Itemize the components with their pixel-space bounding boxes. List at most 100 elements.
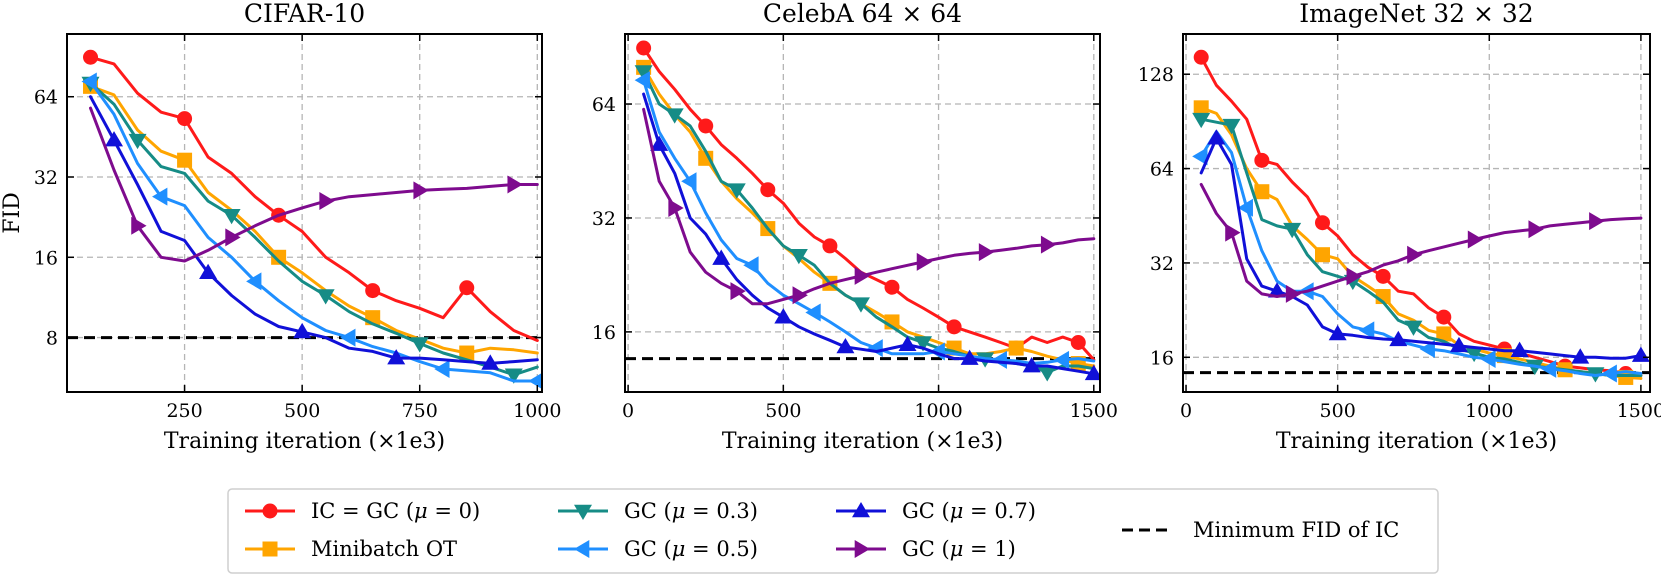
- data-point-g05: [528, 372, 542, 390]
- x-tick-label: 1000: [1465, 400, 1513, 422]
- data-point-ot: [1436, 326, 1452, 342]
- data-point-g1: [1040, 235, 1057, 254]
- data-point-g1: [1225, 223, 1241, 242]
- xlabel-suffix: 1e3): [396, 429, 446, 454]
- data-point-g03: [1465, 346, 1484, 363]
- data-point-g1: [1346, 267, 1362, 286]
- data-point-ot: [1314, 247, 1330, 263]
- series-group: [81, 49, 542, 390]
- data-point-g07: [650, 135, 669, 151]
- data-point-g1: [668, 199, 684, 218]
- data-point-ic: [760, 182, 776, 198]
- legend-label: GC (μ = 0.5): [624, 537, 758, 561]
- data-point-ic: [1375, 268, 1391, 284]
- title-text: ImageNet 32: [1299, 0, 1473, 28]
- y-tick-label: 64: [34, 87, 58, 109]
- data-point-ic: [365, 283, 381, 299]
- data-point-g05: [867, 339, 883, 358]
- data-point-g03: [1404, 320, 1423, 336]
- data-point-g07: [1328, 324, 1347, 341]
- data-point-ic: [884, 279, 900, 295]
- y-axis-label: FID: [0, 192, 25, 234]
- data-point-ic: [1070, 335, 1086, 351]
- y-tick-label: 32: [34, 167, 58, 189]
- data-point-g07: [199, 263, 218, 280]
- data-point-g03: [914, 336, 933, 352]
- data-point-ic: [1436, 309, 1452, 325]
- title-text: CIFAR-10: [244, 0, 365, 28]
- xlabel-times: ×: [935, 429, 953, 454]
- legend-label: GC (μ = 0.3): [624, 499, 758, 523]
- legend-label: IC = GC (μ = 0): [311, 499, 480, 523]
- legend-item-ot: Minibatch OT: [245, 537, 457, 561]
- series-line-ot: [1199, 106, 1643, 380]
- data-point-g05: [681, 172, 697, 191]
- x-axis-label: Training iteration (×1e3): [164, 429, 445, 454]
- data-point-g07: [898, 335, 917, 352]
- x-tick-label: 1000: [914, 400, 962, 422]
- data-point-g05: [246, 272, 262, 291]
- y-tick-label: 64: [592, 94, 616, 116]
- axes-frame: [66, 33, 543, 393]
- panel-title: ImageNet 32 × 32: [1299, 0, 1533, 28]
- data-point-g05: [340, 328, 356, 347]
- data-point-g05: [81, 72, 97, 91]
- data-point-ic: [946, 319, 962, 335]
- data-point-ot: [177, 152, 193, 168]
- legend-label-part: μ: [950, 537, 964, 561]
- data-point-g07: [1022, 357, 1041, 373]
- data-point-ic: [698, 118, 714, 134]
- title-size: 32: [1494, 0, 1534, 28]
- data-point-g1: [1589, 212, 1605, 231]
- xlabel-suffix: 1e3): [954, 429, 1004, 454]
- data-point-g03: [410, 337, 429, 353]
- panel-3: 0 500 1000 1500 16 32 64 128 ImageNet 32 × 32 Tra…: [1138, 0, 1661, 454]
- data-point-g1: [1467, 230, 1484, 249]
- x-tick-label: 750: [402, 400, 438, 422]
- data-point-g03: [851, 297, 870, 313]
- legend-label-part: μ: [672, 499, 686, 523]
- data-point-g07: [1084, 364, 1100, 381]
- data-point-g07: [960, 349, 979, 365]
- y-tick-label: 8: [46, 328, 58, 350]
- x-tick-label: 500: [284, 400, 320, 422]
- data-point-ot: [271, 249, 287, 265]
- series-line-g1: [642, 107, 1096, 306]
- data-point-g03: [665, 108, 684, 124]
- data-point-g03: [1222, 118, 1241, 135]
- series-line-ot: [89, 84, 539, 355]
- legend-item-baseline: Minimum FID of IC: [1122, 518, 1399, 542]
- data-point-ic: [636, 40, 652, 56]
- series-line-g1: [1199, 182, 1643, 298]
- legend-swatch-marker: [262, 503, 278, 519]
- series-line-g07: [89, 95, 539, 365]
- xlabel-prefix: Training iteration (: [722, 429, 935, 454]
- data-point-g03: [316, 289, 335, 305]
- x-tick-label: 1000: [513, 400, 561, 422]
- data-point-g05: [434, 359, 450, 378]
- series-line-g05: [642, 78, 1096, 365]
- data-point-g07: [1207, 129, 1226, 145]
- legend-label-part: GC (: [624, 537, 672, 561]
- legend-label-part: = 0.3): [685, 499, 758, 523]
- panel-title: CelebA 64 × 64: [763, 0, 962, 28]
- data-point-g07: [105, 131, 124, 147]
- legend-swatch-marker: [852, 502, 870, 518]
- data-point-ot: [1193, 100, 1209, 116]
- axes-frame: [1182, 33, 1651, 393]
- data-point-g03: [222, 208, 241, 225]
- panel-title: CIFAR-10: [244, 0, 365, 28]
- data-point-g05: [1192, 147, 1208, 166]
- data-point-g05: [1358, 321, 1375, 340]
- y-tick-label: 16: [34, 247, 58, 269]
- grid: [625, 34, 1100, 392]
- legend-label-part: μ: [950, 499, 964, 523]
- legend-label-part: IC = GC (: [311, 499, 414, 523]
- ticks: [67, 34, 542, 392]
- data-point-ic: [177, 111, 193, 127]
- data-point-g1: [131, 216, 147, 235]
- data-point-ot: [1254, 184, 1270, 200]
- xlabel-suffix: 1e3): [1508, 429, 1558, 454]
- legend-item-g1: GC (μ = 1): [836, 537, 1016, 561]
- data-point-g03: [504, 368, 523, 384]
